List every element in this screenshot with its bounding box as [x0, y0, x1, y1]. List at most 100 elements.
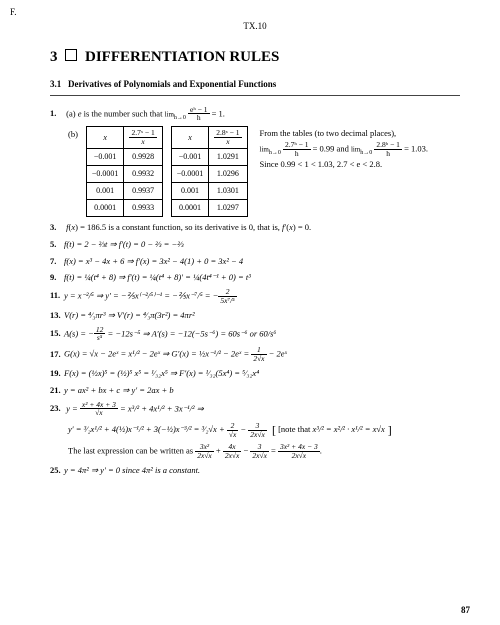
chapter-name: DIFFERENTIATION RULES — [85, 49, 279, 65]
f1: 3x²2x√x — [195, 443, 214, 460]
n: 7. — [50, 255, 64, 268]
frac2: 2.8ʰ − 1h — [374, 141, 402, 158]
t: ) = 0. — [293, 222, 311, 232]
d: x — [214, 138, 241, 146]
d: h — [374, 150, 402, 158]
n: 13. — [50, 309, 64, 322]
table-28: x 2.8ˣ − 1x −0.0011.0291 −0.00011.0296 0… — [171, 126, 248, 217]
problem-25: 25.y = 4π² ⇒ y′ = 0 since 4π² is a const… — [50, 464, 460, 477]
d: √x — [227, 431, 238, 439]
v2: = 1.03. — [404, 143, 428, 153]
t: = x³/² + 4x¹/² + 3x⁻¹/² ⇒ — [118, 403, 204, 413]
t: = −12s⁻⁵ ⇒ A′(s) = −12(−5s⁻⁶) = 60s⁻⁶ or… — [105, 328, 276, 338]
n: 3. — [50, 221, 64, 234]
text: = 1. — [212, 108, 225, 118]
n: 23. — [50, 402, 64, 415]
lim2: lim — [351, 145, 360, 153]
lim: lim — [165, 110, 174, 118]
d: 2√x — [251, 355, 266, 363]
page-number: 87 — [461, 604, 470, 618]
v1: = 0.99 and — [313, 143, 351, 153]
d: 2x√x — [248, 431, 267, 439]
problem-9: 9.f(t) = ¼(t⁴ + 8) ⇒ f′(t) = ¼(t⁴ + 8)′ … — [50, 271, 460, 284]
line3: The last expression can be written as 3x… — [68, 443, 460, 460]
chapter-title: 3 DIFFERENTIATION RULES — [50, 46, 460, 69]
d: 2x√x — [195, 452, 214, 460]
cell: 1.0301 — [209, 183, 247, 200]
f2: 4x2x√x — [223, 443, 242, 460]
t: The last expression can be written as — [68, 446, 195, 456]
n: 5. — [50, 238, 64, 251]
bracket-open: [ — [269, 423, 276, 437]
t: y = — [66, 403, 80, 413]
cell: 1.0297 — [209, 200, 247, 217]
chapter-box-icon — [65, 49, 77, 61]
subs2: h→0 — [360, 150, 372, 156]
f1: 2√x — [227, 422, 238, 439]
cell: 0.9928 — [124, 149, 162, 166]
problem-21: 21.y = ax² + bx + c ⇒ y′ = 2ax + b — [50, 384, 460, 397]
problem-11: 11.y = x⁻²/⁵ ⇒ y′ = −⅖x⁽⁻²/⁵⁾⁻¹ = −⅖x⁻⁷/… — [50, 288, 460, 305]
t: G(x) = √x − 2eˣ = x¹/² − 2eˣ ⇒ G′(x) = ½… — [64, 349, 251, 359]
frac: x² + 4x + 3√x — [80, 401, 118, 418]
text: (a) — [66, 108, 78, 118]
subs: h→0 — [269, 150, 281, 156]
text: is the number such that — [81, 108, 164, 118]
t: F(x) = (½x)⁵ = (½)⁵ x⁵ = ¹⁄₃₂x⁵ ⇒ F′(x) … — [64, 368, 259, 378]
th-x: x — [171, 127, 209, 149]
frac1: 2.7ʰ − 1h — [283, 141, 311, 158]
d: 5x⁷/⁵ — [218, 297, 236, 305]
frac: 12s⁵ — [94, 326, 106, 343]
d: x — [129, 138, 156, 146]
d: √x — [80, 409, 118, 417]
d: 2x√x — [223, 452, 242, 460]
section-header: 3.1 Derivatives of Polynomials and Expon… — [50, 78, 460, 96]
lim: lim — [260, 145, 269, 153]
t: + — [214, 446, 223, 456]
t: f(t) = 2 − ⅔t ⇒ f′(t) = 0 − ⅔ = −⅔ — [64, 239, 184, 249]
cell: 1.0296 — [209, 166, 247, 183]
problem-19: 19.F(x) = (½x)⁵ = (½)⁵ x⁵ = ¹⁄₃₂x⁵ ⇒ F′(… — [50, 367, 460, 380]
th-x: x — [86, 127, 124, 149]
section-title: Derivatives of Polynomials and Exponenti… — [68, 79, 276, 89]
lim-sub: h→0 — [174, 115, 186, 121]
n: 17. — [50, 348, 64, 361]
t: y′ = ³⁄₂x¹/² + 4(½)x⁻¹/² + 3(−½)x⁻³/² = … — [68, 424, 227, 434]
frac: 12√x — [251, 346, 266, 363]
cell: 0.001 — [171, 183, 209, 200]
th-frac: 2.8ˣ − 1x — [209, 127, 247, 149]
problem-3: 3. f(x) = 186.5 is a constant function, … — [50, 221, 460, 234]
cell: −0.0001 — [86, 166, 124, 183]
cell: 0.001 — [86, 183, 124, 200]
fraction: eʰ − 1h — [188, 106, 209, 123]
cell: 0.9937 — [124, 183, 162, 200]
table-27: x 2.7ˣ − 1x −0.0010.9928 −0.00010.9932 0… — [86, 126, 163, 217]
t: f(x) = x³ − 4x + 6 ⇒ f′(x) = 3x² − 4(1) … — [64, 256, 243, 266]
t: V(r) = ⁴⁄₃πr³ ⇒ V′(r) = ⁴⁄₃π(3r²) = 4πr² — [64, 310, 195, 320]
n: 19. — [50, 367, 64, 380]
n: 21. — [50, 384, 64, 397]
d: 2x√x — [278, 452, 320, 460]
problem-7: 7.f(x) = x³ − 4x + 6 ⇒ f′(x) = 3x² − 4(1… — [50, 255, 460, 268]
t: − — [241, 446, 250, 456]
d: h — [283, 150, 311, 158]
cell: 1.0291 — [209, 149, 247, 166]
d: 2x√x — [250, 452, 269, 460]
chapter-number: 3 — [50, 49, 58, 65]
t: ) = 186.5 is a constant function, so its… — [75, 222, 282, 232]
d: s⁵ — [94, 334, 106, 342]
line2: y′ = ³⁄₂x¹/² + 4(½)x⁻¹/² + 3(−½)x⁻³/² = … — [68, 421, 460, 439]
t: = — [269, 446, 278, 456]
denom: h — [188, 114, 209, 122]
t: f(t) = ¼(t⁴ + 8) ⇒ f′(t) = ¼(t⁴ + 8)′ = … — [64, 272, 251, 282]
line1: From the tables (to two decimal places), — [260, 126, 460, 140]
problem-13: 13.V(r) = ⁴⁄₃πr³ ⇒ V′(r) = ⁴⁄₃π(3r²) = 4… — [50, 309, 460, 322]
t: A(s) = − — [64, 328, 94, 338]
page-content: TX.10 3 DIFFERENTIATION RULES 3.1 Deriva… — [0, 0, 500, 491]
cell: −0.001 — [86, 149, 124, 166]
header-tx: TX.10 — [50, 20, 460, 34]
cell: 0.0001 — [86, 200, 124, 217]
bracket-close: ] — [385, 423, 392, 437]
f4: 3x² + 4x − 32x√x — [278, 443, 320, 460]
tables-row: (b) x 2.7ˣ − 1x −0.0010.9928 −0.00010.99… — [68, 126, 460, 217]
